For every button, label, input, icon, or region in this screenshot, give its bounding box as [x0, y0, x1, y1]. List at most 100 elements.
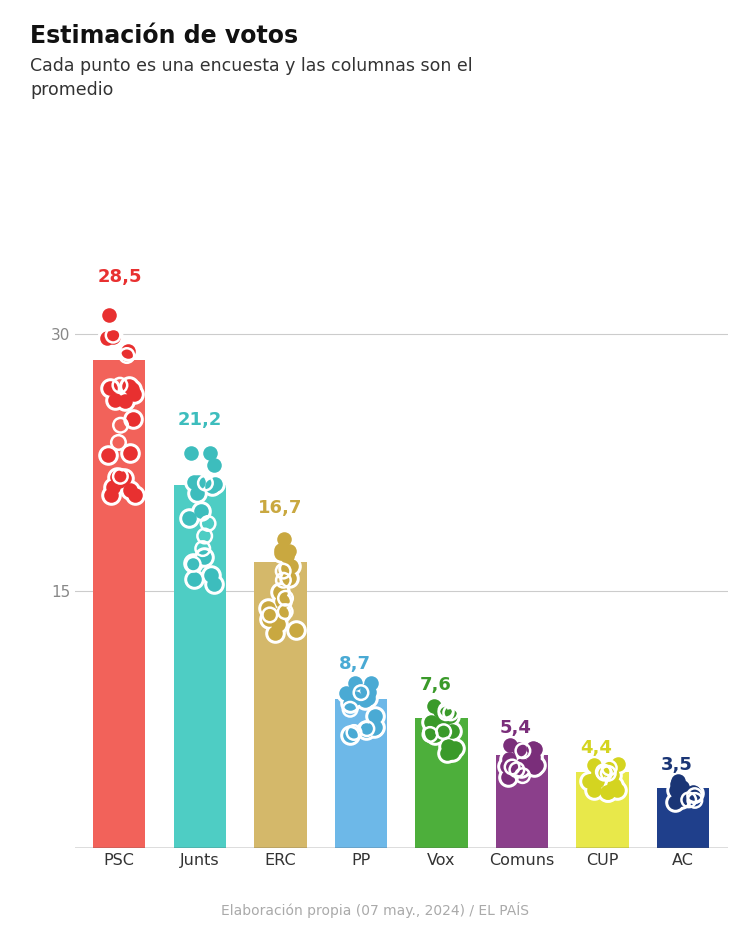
Point: [445, 709, 457, 724]
Point: [359, 692, 371, 707]
Point: [209, 477, 220, 492]
Point: [274, 585, 286, 600]
Point: [123, 379, 135, 394]
Point: [602, 785, 613, 800]
Point: [586, 772, 598, 788]
Point: [527, 750, 539, 765]
Point: [263, 611, 275, 626]
Point: [612, 756, 624, 771]
Point: [603, 760, 615, 775]
Point: [105, 488, 117, 503]
Point: [527, 740, 539, 755]
Point: [274, 585, 286, 600]
Text: Estimación de votos: Estimación de votos: [30, 24, 298, 47]
Point: [269, 625, 281, 641]
Point: [516, 757, 528, 772]
Point: [278, 531, 290, 546]
Point: [427, 699, 439, 714]
Point: [670, 794, 682, 809]
Point: [515, 760, 527, 775]
Bar: [334, 699, 387, 848]
Point: [676, 779, 688, 794]
Point: [183, 511, 195, 526]
Point: [361, 683, 373, 698]
Point: [110, 392, 122, 407]
Text: 21,2: 21,2: [178, 411, 222, 429]
Point: [102, 447, 114, 463]
Point: [184, 446, 196, 461]
Point: [426, 723, 438, 739]
Point: [278, 573, 290, 588]
Bar: [657, 788, 710, 848]
Point: [112, 474, 125, 489]
Point: [588, 783, 600, 798]
Point: [674, 779, 686, 794]
Text: Elaboración propia (07 may., 2024) / EL PAÍS: Elaboración propia (07 may., 2024) / EL …: [221, 902, 529, 918]
Point: [106, 330, 118, 345]
Point: [528, 759, 540, 774]
Point: [514, 741, 526, 756]
Point: [188, 556, 200, 571]
Point: [612, 756, 624, 771]
Text: 5,4: 5,4: [500, 720, 532, 738]
Point: [430, 717, 442, 732]
Point: [440, 706, 452, 721]
Point: [103, 307, 115, 322]
Point: [365, 675, 377, 690]
Point: [105, 488, 117, 503]
Text: 4,4: 4,4: [580, 739, 613, 756]
Point: [430, 717, 442, 732]
Point: [276, 593, 288, 609]
Point: [446, 744, 458, 759]
Point: [688, 788, 700, 804]
Point: [107, 328, 119, 343]
Point: [687, 784, 699, 799]
Point: [361, 683, 373, 698]
Point: [424, 727, 436, 742]
Point: [608, 777, 620, 792]
Point: [592, 773, 604, 788]
Point: [282, 560, 294, 576]
Point: [283, 544, 295, 559]
Point: [362, 690, 374, 706]
Point: [603, 760, 615, 775]
Text: 7,6: 7,6: [419, 676, 452, 694]
Point: [281, 548, 293, 563]
Point: [209, 577, 220, 592]
Bar: [577, 772, 628, 848]
Point: [427, 723, 439, 739]
Point: [360, 723, 372, 738]
Point: [115, 417, 127, 432]
Point: [584, 773, 596, 788]
Point: [429, 727, 441, 742]
Point: [128, 386, 140, 401]
Point: [434, 703, 446, 718]
Point: [517, 768, 529, 783]
Point: [511, 762, 523, 777]
Point: [360, 723, 372, 738]
Point: [122, 343, 134, 358]
Point: [124, 482, 136, 497]
Point: [588, 783, 600, 798]
Point: [449, 740, 461, 755]
Point: [506, 761, 518, 776]
Point: [195, 504, 207, 519]
Point: [369, 719, 381, 734]
Point: [275, 605, 287, 620]
Point: [103, 307, 115, 322]
Point: [344, 695, 356, 710]
Point: [676, 779, 688, 794]
Bar: [254, 561, 307, 848]
Bar: [174, 485, 226, 848]
Text: 16,7: 16,7: [259, 498, 303, 516]
Point: [588, 757, 600, 772]
Point: [501, 758, 513, 773]
Point: [188, 475, 200, 490]
Point: [262, 600, 274, 615]
Point: [516, 757, 528, 772]
Point: [124, 446, 136, 461]
Point: [206, 479, 218, 494]
Point: [436, 723, 448, 738]
Point: [281, 548, 293, 563]
Point: [608, 777, 620, 792]
